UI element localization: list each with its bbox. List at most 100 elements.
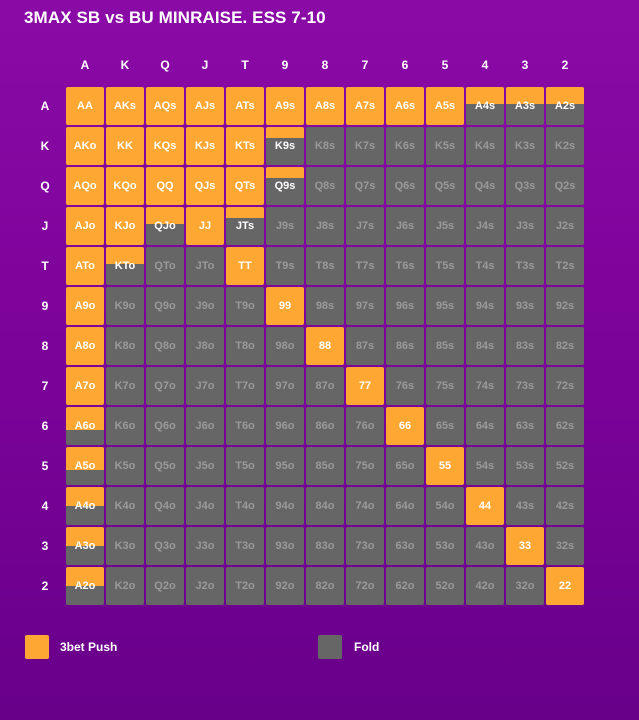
hand-cell-A3o[interactable]: A3o: [66, 527, 104, 565]
hand-cell-J6o[interactable]: J6o: [186, 407, 224, 445]
hand-cell-K2o[interactable]: K2o: [106, 567, 144, 605]
hand-cell-J3o[interactable]: J3o: [186, 527, 224, 565]
hand-cell-A5s[interactable]: A5s: [426, 87, 464, 125]
hand-cell-96s[interactable]: 96s: [386, 287, 424, 325]
hand-cell-83s[interactable]: 83s: [506, 327, 544, 365]
hand-cell-KQo[interactable]: KQo: [106, 167, 144, 205]
hand-cell-K8s[interactable]: K8s: [306, 127, 344, 165]
hand-cell-T9o[interactable]: T9o: [226, 287, 264, 325]
hand-cell-TT[interactable]: TT: [226, 247, 264, 285]
hand-cell-J5s[interactable]: J5s: [426, 207, 464, 245]
hand-cell-K7s[interactable]: K7s: [346, 127, 384, 165]
hand-cell-A9s[interactable]: A9s: [266, 87, 304, 125]
hand-cell-K4o[interactable]: K4o: [106, 487, 144, 525]
hand-cell-32s[interactable]: 32s: [546, 527, 584, 565]
hand-cell-42o[interactable]: 42o: [466, 567, 504, 605]
hand-cell-J3s[interactable]: J3s: [506, 207, 544, 245]
hand-cell-T6o[interactable]: T6o: [226, 407, 264, 445]
hand-cell-42s[interactable]: 42s: [546, 487, 584, 525]
hand-cell-K5o[interactable]: K5o: [106, 447, 144, 485]
hand-cell-AJo[interactable]: AJo: [66, 207, 104, 245]
hand-cell-84s[interactable]: 84s: [466, 327, 504, 365]
hand-cell-Q7s[interactable]: Q7s: [346, 167, 384, 205]
hand-cell-KTo[interactable]: KTo: [106, 247, 144, 285]
hand-cell-T3o[interactable]: T3o: [226, 527, 264, 565]
hand-cell-T5o[interactable]: T5o: [226, 447, 264, 485]
hand-cell-T3s[interactable]: T3s: [506, 247, 544, 285]
hand-cell-97s[interactable]: 97s: [346, 287, 384, 325]
hand-cell-Q2o[interactable]: Q2o: [146, 567, 184, 605]
hand-cell-JJ[interactable]: JJ: [186, 207, 224, 245]
hand-cell-A9o[interactable]: A9o: [66, 287, 104, 325]
hand-cell-T9s[interactable]: T9s: [266, 247, 304, 285]
hand-cell-75s[interactable]: 75s: [426, 367, 464, 405]
hand-cell-J2s[interactable]: J2s: [546, 207, 584, 245]
hand-cell-QQ[interactable]: QQ: [146, 167, 184, 205]
hand-cell-KQs[interactable]: KQs: [146, 127, 184, 165]
hand-cell-Q4o[interactable]: Q4o: [146, 487, 184, 525]
hand-cell-ATo[interactable]: ATo: [66, 247, 104, 285]
hand-cell-73s[interactable]: 73s: [506, 367, 544, 405]
hand-cell-A2o[interactable]: A2o: [66, 567, 104, 605]
hand-cell-72s[interactable]: 72s: [546, 367, 584, 405]
hand-cell-87s[interactable]: 87s: [346, 327, 384, 365]
hand-cell-65s[interactable]: 65s: [426, 407, 464, 445]
hand-cell-K6s[interactable]: K6s: [386, 127, 424, 165]
hand-cell-93s[interactable]: 93s: [506, 287, 544, 325]
hand-cell-Q2s[interactable]: Q2s: [546, 167, 584, 205]
hand-cell-33[interactable]: 33: [506, 527, 544, 565]
hand-cell-T8o[interactable]: T8o: [226, 327, 264, 365]
hand-cell-88[interactable]: 88: [306, 327, 344, 365]
hand-cell-T2s[interactable]: T2s: [546, 247, 584, 285]
hand-cell-52o[interactable]: 52o: [426, 567, 464, 605]
hand-cell-K7o[interactable]: K7o: [106, 367, 144, 405]
hand-cell-92o[interactable]: 92o: [266, 567, 304, 605]
hand-cell-AKo[interactable]: AKo: [66, 127, 104, 165]
hand-cell-AA[interactable]: AA: [66, 87, 104, 125]
hand-cell-JTs[interactable]: JTs: [226, 207, 264, 245]
hand-cell-KJo[interactable]: KJo: [106, 207, 144, 245]
hand-cell-Q8s[interactable]: Q8s: [306, 167, 344, 205]
hand-cell-95o[interactable]: 95o: [266, 447, 304, 485]
hand-cell-84o[interactable]: 84o: [306, 487, 344, 525]
hand-cell-K4s[interactable]: K4s: [466, 127, 504, 165]
hand-cell-95s[interactable]: 95s: [426, 287, 464, 325]
hand-cell-Q5s[interactable]: Q5s: [426, 167, 464, 205]
hand-cell-A5o[interactable]: A5o: [66, 447, 104, 485]
hand-cell-J5o[interactable]: J5o: [186, 447, 224, 485]
hand-cell-AJs[interactable]: AJs: [186, 87, 224, 125]
hand-cell-63o[interactable]: 63o: [386, 527, 424, 565]
hand-cell-J9o[interactable]: J9o: [186, 287, 224, 325]
hand-cell-J8s[interactable]: J8s: [306, 207, 344, 245]
hand-cell-J7o[interactable]: J7o: [186, 367, 224, 405]
hand-cell-86s[interactable]: 86s: [386, 327, 424, 365]
hand-cell-43s[interactable]: 43s: [506, 487, 544, 525]
hand-cell-K3s[interactable]: K3s: [506, 127, 544, 165]
hand-cell-98o[interactable]: 98o: [266, 327, 304, 365]
hand-cell-ATs[interactable]: ATs: [226, 87, 264, 125]
hand-cell-94s[interactable]: 94s: [466, 287, 504, 325]
hand-cell-A8o[interactable]: A8o: [66, 327, 104, 365]
hand-cell-J6s[interactable]: J6s: [386, 207, 424, 245]
hand-cell-KTs[interactable]: KTs: [226, 127, 264, 165]
hand-cell-Q8o[interactable]: Q8o: [146, 327, 184, 365]
hand-cell-J2o[interactable]: J2o: [186, 567, 224, 605]
hand-cell-44[interactable]: 44: [466, 487, 504, 525]
hand-cell-55[interactable]: 55: [426, 447, 464, 485]
hand-cell-T4s[interactable]: T4s: [466, 247, 504, 285]
hand-cell-85o[interactable]: 85o: [306, 447, 344, 485]
hand-cell-K9s[interactable]: K9s: [266, 127, 304, 165]
hand-cell-Q3o[interactable]: Q3o: [146, 527, 184, 565]
hand-cell-96o[interactable]: 96o: [266, 407, 304, 445]
hand-cell-A6s[interactable]: A6s: [386, 87, 424, 125]
hand-cell-T7s[interactable]: T7s: [346, 247, 384, 285]
hand-cell-T8s[interactable]: T8s: [306, 247, 344, 285]
hand-cell-Q6o[interactable]: Q6o: [146, 407, 184, 445]
hand-cell-Q6s[interactable]: Q6s: [386, 167, 424, 205]
hand-cell-72o[interactable]: 72o: [346, 567, 384, 605]
hand-cell-A8s[interactable]: A8s: [306, 87, 344, 125]
hand-cell-82s[interactable]: 82s: [546, 327, 584, 365]
hand-cell-K9o[interactable]: K9o: [106, 287, 144, 325]
hand-cell-J4o[interactable]: J4o: [186, 487, 224, 525]
hand-cell-87o[interactable]: 87o: [306, 367, 344, 405]
